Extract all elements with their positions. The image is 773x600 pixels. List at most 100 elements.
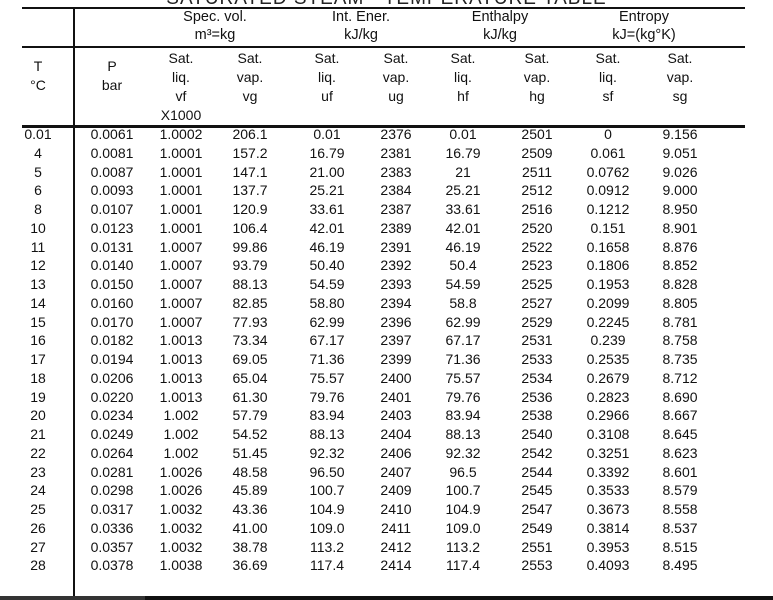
table-cell: 0.0317 <box>90 501 134 517</box>
table-cell: 0.0150 <box>90 276 134 292</box>
group-label: Int. Ener. <box>331 9 391 25</box>
table-cell: 0.0140 <box>90 257 134 274</box>
table-cell: 0.151 <box>590 219 626 236</box>
table-cell: 83.94 <box>309 407 345 424</box>
table-cell: 0.0762 <box>586 163 630 180</box>
table-cell: 9.026 <box>662 163 698 180</box>
top-rule <box>22 7 745 9</box>
table-cell: 2407 <box>380 463 412 480</box>
table-cell: 2542 <box>521 444 553 461</box>
table-cell: 1.0032 <box>159 501 203 517</box>
table-cell: 21 <box>30 426 46 442</box>
column-header: Sat. vap. hg <box>523 50 551 104</box>
table-cell: 41.00 <box>232 519 268 536</box>
table-cell: 2396 <box>380 313 412 330</box>
table-cell: 2404 <box>380 426 412 442</box>
table-cell: 8.601 <box>662 463 698 480</box>
table-cell: 157.2 <box>232 144 268 161</box>
table-cell: 0.239 <box>590 332 626 349</box>
table-cell: 15 <box>30 313 46 330</box>
table-cell: 22 <box>30 444 46 461</box>
table-cell: 71.36 <box>309 351 345 367</box>
table-cell: 0.0194 <box>90 351 134 367</box>
table-cell: 120.9 <box>232 201 268 217</box>
group-unit: kJ/kg <box>344 27 378 43</box>
table-cell: 0.0249 <box>90 426 134 442</box>
table-cell: 0.01 <box>313 126 341 142</box>
group-header: Entropy kJ=(kg°K) <box>612 8 675 44</box>
table-cell: 0.0061 <box>90 126 134 142</box>
table-cell: 2391 <box>380 238 412 255</box>
table-cell: 0.0264 <box>90 444 134 461</box>
table-cell: 1.002 <box>163 426 199 442</box>
table-cell: 26 <box>30 519 46 536</box>
group-unit: kJ=(kg°K) <box>612 27 676 43</box>
table-cell: 0.0123 <box>90 219 134 236</box>
table-cell: 1.0026 <box>159 482 203 499</box>
table-cell: 19 <box>30 388 46 405</box>
table-cell: 8.495 <box>662 557 698 574</box>
table-cell: 2384 <box>380 182 412 199</box>
table-cell: 2392 <box>380 257 412 274</box>
table-cell: 61.30 <box>232 388 268 405</box>
table-cell: 88.13 <box>309 426 345 442</box>
table-cell: 62.99 <box>445 313 481 330</box>
scrollbar-thumb[interactable] <box>0 596 145 600</box>
table-cell: 0.4093 <box>586 557 630 574</box>
group-unit: kJ/kg <box>483 27 517 43</box>
table-cell: 2547 <box>521 501 553 517</box>
group-header: Spec. vol. m³=kg <box>183 8 247 44</box>
table-cell: 8.901 <box>662 219 698 236</box>
table-cell: 8.712 <box>662 369 698 386</box>
table-cell: 8.623 <box>662 444 698 461</box>
table-cell: 73.34 <box>232 332 268 349</box>
table-cell: 42.01 <box>309 219 345 236</box>
table-cell: 0.1806 <box>586 257 630 274</box>
table-cell: 25 <box>30 501 46 517</box>
group-header-rule <box>22 46 745 48</box>
table-cell: 11 <box>30 238 46 255</box>
table-cell: 69.05 <box>232 351 268 367</box>
table-cell: 79.76 <box>445 388 481 405</box>
table-cell: 2410 <box>380 501 412 517</box>
table-cell: 2553 <box>521 557 553 574</box>
horizontal-scrollbar[interactable] <box>0 596 773 600</box>
table-cell: 0.0912 <box>586 182 630 199</box>
column-header: Sat. liq. hf <box>450 50 476 104</box>
table-cell: 8.781 <box>662 313 698 330</box>
table-cell: 1.0013 <box>159 332 203 349</box>
column-header: P bar <box>101 58 123 93</box>
table-cell: 33.61 <box>309 201 345 217</box>
table-cell: 8.537 <box>662 519 698 536</box>
table-cell: 16.79 <box>445 144 481 161</box>
column-header: T °C <box>30 58 46 93</box>
table-cell: 2409 <box>380 482 412 499</box>
table-cell: 38.78 <box>232 538 268 555</box>
table-cell: 0.1658 <box>586 238 630 255</box>
table-cell: 0.0107 <box>90 201 134 217</box>
table-cell: 0.0087 <box>90 163 134 180</box>
table-cell: 1.0001 <box>159 144 203 161</box>
table-cell: 2527 <box>521 294 553 311</box>
table-cell: 0.3251 <box>586 444 630 461</box>
table-cell: 2525 <box>521 276 553 292</box>
table-cell: 2403 <box>380 407 412 424</box>
table-cell: 0.0336 <box>90 519 134 536</box>
table-cell: 8.690 <box>662 388 698 405</box>
table-cell: 58.80 <box>309 294 345 311</box>
table-cell: 0.0206 <box>90 369 134 386</box>
table-cell: 0.3392 <box>586 463 630 480</box>
table-cell: 0.0182 <box>90 332 134 349</box>
table-cell: 8.558 <box>662 501 698 517</box>
table-cell: 0.2823 <box>586 388 630 405</box>
table-cell: 8.735 <box>662 351 698 367</box>
table-cell: 6 <box>34 182 42 199</box>
table-cell: 8.667 <box>662 407 698 424</box>
table-cell: 113.2 <box>446 538 480 555</box>
table-cell: 8.645 <box>662 426 698 442</box>
table-cell: 96.50 <box>309 463 345 480</box>
table-cell: 0.1212 <box>586 201 630 217</box>
table-cell: 50.40 <box>309 257 345 274</box>
table-cell: 48.58 <box>232 463 268 480</box>
table-cell: 33.61 <box>445 201 481 217</box>
